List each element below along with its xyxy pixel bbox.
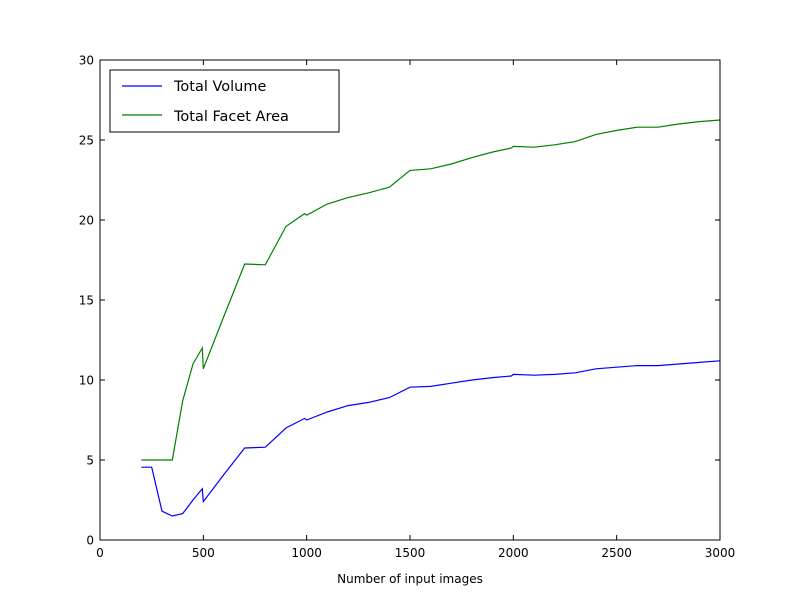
y-tick-label: 25 xyxy=(79,134,94,148)
legend: Total Volume Total Facet Area xyxy=(109,69,340,133)
y-tick-label: 15 xyxy=(79,294,94,308)
x-axis-label: Number of input images xyxy=(337,572,483,586)
legend-label-total-volume: Total Volume xyxy=(173,79,266,95)
x-tick-label: 0 xyxy=(96,546,104,560)
series-line-total-volume xyxy=(141,360,721,517)
x-tick-label: 3000 xyxy=(705,546,736,560)
x-tick-label: 1500 xyxy=(395,546,426,560)
series-layer xyxy=(141,119,721,517)
x-tick-label: 500 xyxy=(192,546,215,560)
x-tick-label: 2500 xyxy=(601,546,632,560)
y-tick-label: 0 xyxy=(86,534,94,548)
tick-layer: 0 500 1000 1500 2000 2500 3000 0 5 10 15 20 25 30 xyxy=(79,54,736,561)
legend-box xyxy=(109,69,340,133)
y-tick-label: 30 xyxy=(79,54,94,68)
y-tick-label: 5 xyxy=(86,454,94,468)
legend-label-total-facet-area: Total Facet Area xyxy=(173,109,289,125)
x-tick-label: 2000 xyxy=(498,546,529,560)
y-tick-label: 10 xyxy=(79,374,94,388)
series-line-total-facet-area xyxy=(141,119,721,461)
y-tick-label: 20 xyxy=(79,214,94,228)
x-tick-label: 1000 xyxy=(291,546,322,560)
